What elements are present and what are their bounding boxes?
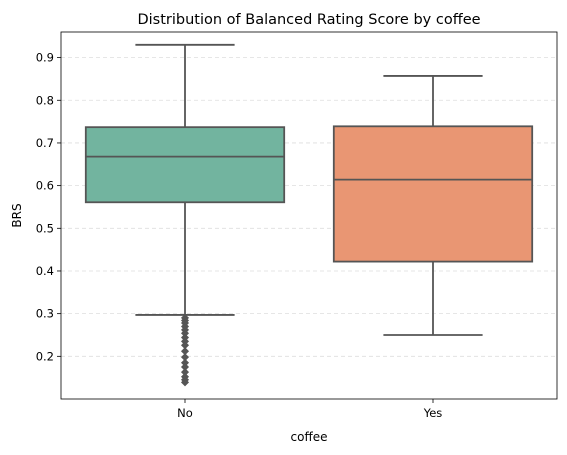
- y-axis-label: BRS: [10, 203, 24, 227]
- chart-title: Distribution of Balanced Rating Score by…: [137, 12, 480, 28]
- box-yes: [332, 75, 534, 336]
- y-tick-label: 0.3: [36, 307, 54, 321]
- y-tick-label: 0.8: [36, 93, 54, 107]
- box-no: [84, 43, 286, 387]
- y-tick-label: 0.4: [36, 264, 54, 278]
- iqr-box: [332, 125, 534, 263]
- y-axis-ticks: 0.2 0.3 0.4 0.5 0.6 0.7 0.8 0.9: [36, 51, 61, 363]
- plot-frame: [60, 31, 558, 400]
- x-axis-ticks: No Yes: [177, 399, 442, 420]
- y-tick-label: 0.6: [36, 179, 54, 193]
- outlier-point: [180, 378, 190, 387]
- x-axis-label: coffee: [291, 430, 328, 444]
- x-tick-label: No: [177, 406, 193, 420]
- y-tick-label: 0.2: [36, 349, 54, 363]
- boxes-layer: [84, 43, 534, 387]
- iqr-box: [84, 126, 286, 204]
- y-tick-label: 0.9: [36, 51, 54, 65]
- y-tick-label: 0.7: [36, 136, 54, 150]
- x-tick-label: Yes: [423, 406, 443, 420]
- y-tick-label: 0.5: [36, 221, 54, 235]
